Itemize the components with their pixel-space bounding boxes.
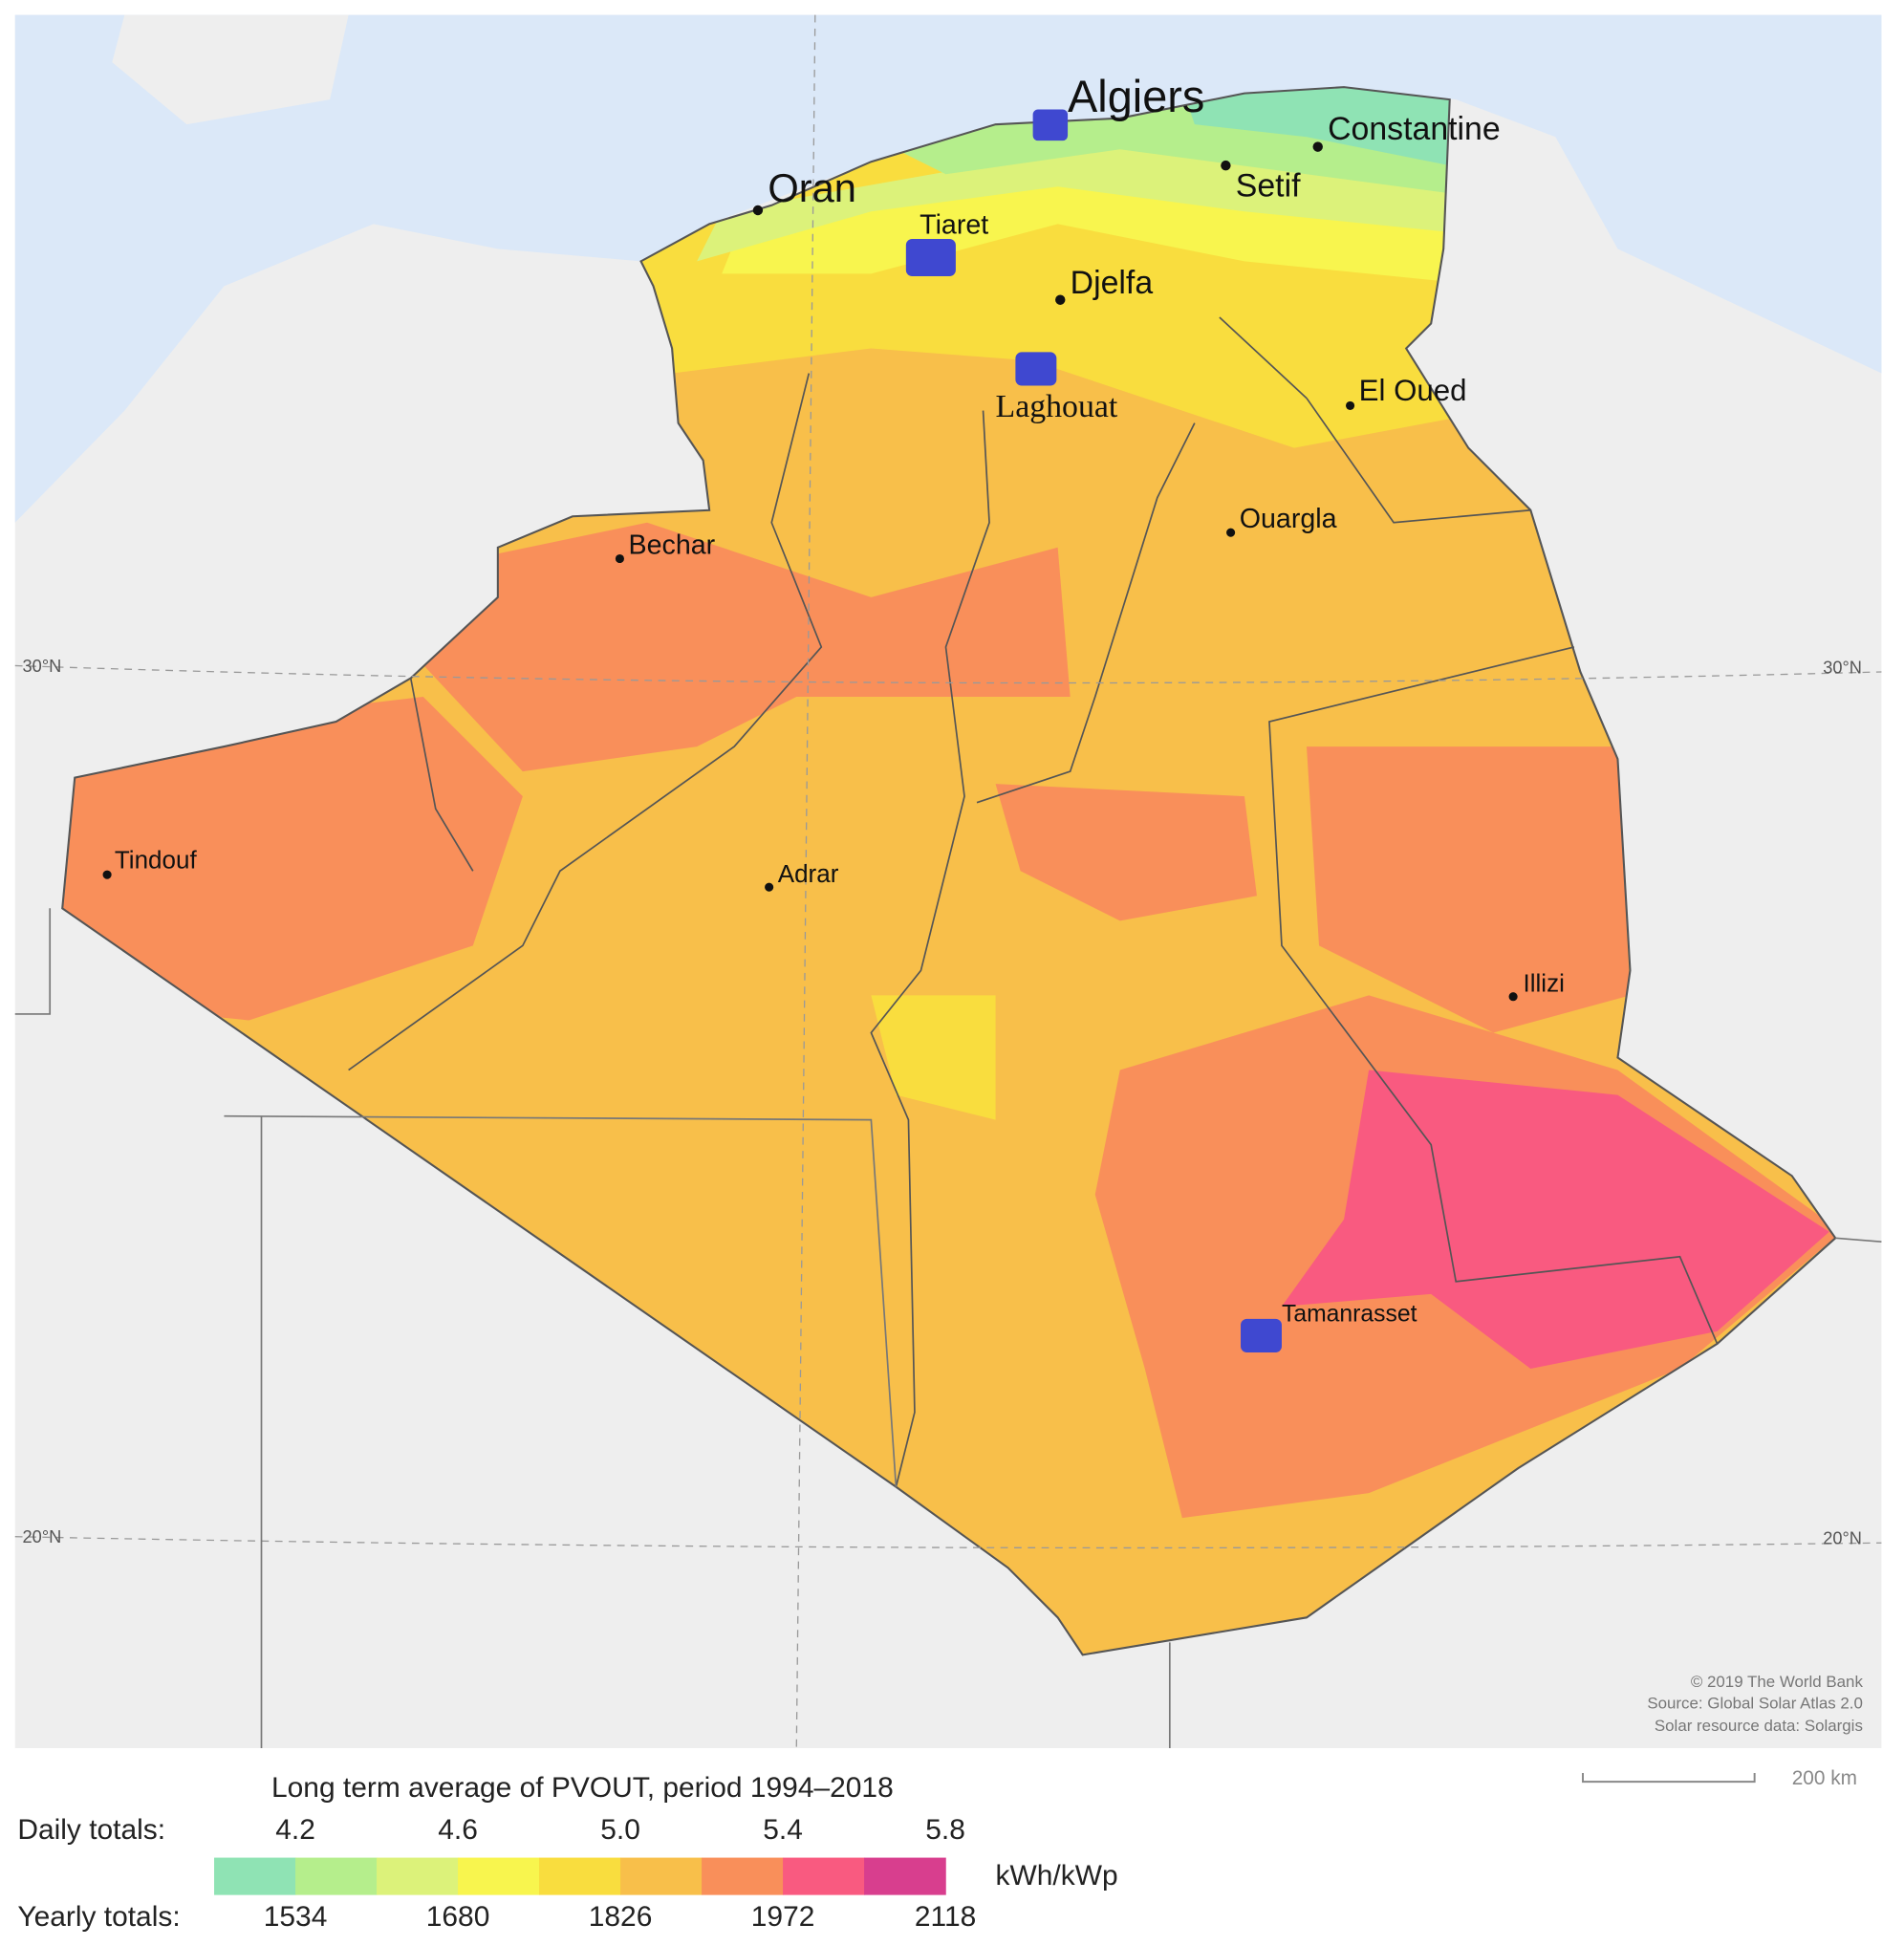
city-label: Illizi <box>1524 969 1565 998</box>
city-label: Djelfa <box>1071 265 1154 301</box>
city-markers <box>102 109 1518 1353</box>
legend-bin <box>620 1857 703 1895</box>
legend-bin <box>458 1857 540 1895</box>
city-label: Tindouf <box>115 846 198 875</box>
legend-bins <box>214 1857 946 1895</box>
scale-label: 200 km <box>1792 1767 1857 1789</box>
legend-tick: 1826 <box>589 1901 653 1933</box>
city-label: Adrar <box>778 859 839 888</box>
legend-bin <box>702 1857 784 1895</box>
credit: Solar resource data: Solargis <box>1655 1717 1863 1735</box>
legend-tick: 1680 <box>426 1901 490 1933</box>
city-label: Tiaret <box>920 210 988 241</box>
city-label: Ouargla <box>1240 504 1337 534</box>
legend-bin <box>864 1857 946 1895</box>
legend-bin <box>539 1857 621 1895</box>
legend-bin <box>783 1857 865 1895</box>
legend-tick: 2118 <box>915 1901 976 1933</box>
borders <box>61 86 1837 1656</box>
graticule <box>14 14 1882 1749</box>
credit: Source: Global Solar Atlas 2.0 <box>1647 1694 1863 1712</box>
legend-bin <box>295 1857 378 1895</box>
legend-row-label: Yearly totals: <box>17 1901 180 1933</box>
legend-tick: 1972 <box>751 1901 815 1933</box>
legend-tick: 4.2 <box>275 1814 315 1846</box>
spain <box>112 14 349 125</box>
legend-bin <box>214 1857 296 1895</box>
city-label: Laghouat <box>996 389 1118 424</box>
city-label: Setif <box>1236 168 1301 205</box>
graticule-label: 30°N <box>23 657 62 676</box>
graticule-label: 30°N <box>1823 658 1862 677</box>
city-label: Bechar <box>629 530 716 560</box>
neighbor-borders <box>14 908 1882 1749</box>
sea <box>14 14 1882 523</box>
city-label: El Oued <box>1359 374 1467 407</box>
scale-bar <box>1582 1773 1756 1784</box>
city-label: Tamanrasset <box>1282 1302 1417 1328</box>
legend-bin <box>377 1857 459 1895</box>
legend-tick: 1534 <box>264 1901 328 1933</box>
credit: © 2019 The World Bank <box>1691 1673 1864 1691</box>
legend-tick: 5.4 <box>763 1814 803 1846</box>
legend-title: Long term average of PVOUT, period 1994–… <box>271 1772 894 1804</box>
graticule-label: 20°N <box>1823 1529 1862 1548</box>
legend-tick: 5.8 <box>925 1814 965 1846</box>
graticule-label: 20°N <box>23 1527 62 1546</box>
city-label: Constantine <box>1328 111 1501 147</box>
legend-tick: 4.6 <box>438 1814 478 1846</box>
legend-unit: kWh/kWp <box>996 1860 1118 1892</box>
city-label: Oran <box>768 165 856 210</box>
city-label: Algiers <box>1068 72 1204 121</box>
legend-tick: 5.0 <box>600 1814 640 1846</box>
legend-row-label: Daily totals: <box>17 1814 165 1846</box>
